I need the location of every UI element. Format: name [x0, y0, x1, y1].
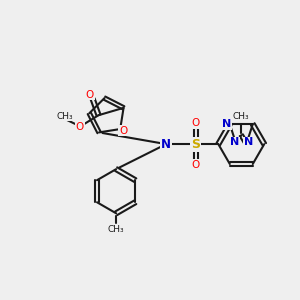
- Text: O: O: [76, 122, 84, 132]
- Text: N: N: [161, 138, 171, 151]
- Text: CH₃: CH₃: [108, 225, 124, 234]
- Text: N: N: [244, 137, 254, 147]
- Text: CH₃: CH₃: [56, 112, 73, 121]
- Text: S: S: [191, 138, 200, 151]
- Text: O: O: [191, 118, 200, 128]
- Text: CH₃: CH₃: [233, 112, 250, 121]
- Text: N: N: [230, 137, 239, 147]
- Text: O: O: [119, 125, 127, 136]
- Text: N: N: [222, 118, 232, 129]
- Text: O: O: [85, 90, 94, 100]
- Text: O: O: [191, 160, 200, 170]
